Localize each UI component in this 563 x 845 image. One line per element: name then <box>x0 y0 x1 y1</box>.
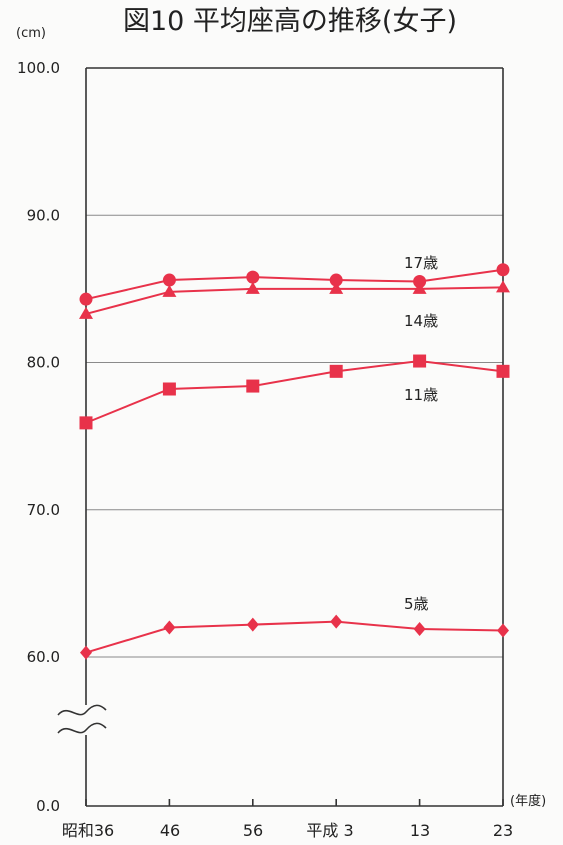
triangle-marker <box>412 281 427 294</box>
square-marker <box>496 364 510 378</box>
y-axis-unit: (cm) <box>16 26 46 41</box>
gridlines <box>86 214 503 658</box>
chart-title: 図10 平均座高の推移(女子) <box>123 6 457 37</box>
y-tick-label: 80.0 <box>27 354 60 372</box>
x-tick-label: 56 <box>243 821 263 840</box>
axis-break-wave-2 <box>57 722 107 734</box>
x-tick-label: 昭和36 <box>62 821 114 840</box>
triangle-marker <box>329 281 344 294</box>
series-label: 17歳 <box>404 254 438 272</box>
square-marker <box>246 379 260 393</box>
series-5歳 <box>80 614 509 660</box>
diamond-marker <box>80 645 92 660</box>
series-11歳 <box>79 354 510 430</box>
series <box>79 263 510 660</box>
series-17歳 <box>79 263 510 306</box>
diamond-marker <box>413 622 426 637</box>
triangle-marker <box>245 281 260 294</box>
axis-break <box>57 704 107 734</box>
square-marker <box>79 416 93 430</box>
circle-marker <box>162 273 176 287</box>
series-label: 11歳 <box>404 386 438 404</box>
axis-break-wave-1 <box>57 704 107 716</box>
x-tick-label: 平成 3 <box>306 821 353 840</box>
y-tick-labels: 0.0 60.0 70.0 80.0 90.0 100.0 <box>17 59 60 815</box>
series-line <box>85 360 504 424</box>
series-labels: 17歳 14歳 11歳 5歳 <box>404 254 438 613</box>
circle-marker <box>246 270 260 284</box>
series-line <box>85 286 504 315</box>
circle-marker <box>496 263 510 277</box>
y-tick-label: 60.0 <box>27 648 60 666</box>
circle-marker <box>413 275 427 289</box>
x-tick-labels: 昭和36 46 56 平成 3 13 23 <box>62 821 513 840</box>
x-axis-unit: (年度) <box>510 793 546 809</box>
series-line <box>85 268 504 301</box>
series-label: 5歳 <box>404 595 429 613</box>
triangle-marker <box>79 306 93 319</box>
square-marker <box>413 354 427 368</box>
triangle-marker <box>496 280 510 293</box>
axis-break-gap <box>82 706 90 734</box>
x-tick-label: 46 <box>160 821 180 840</box>
series-14歳 <box>79 280 510 319</box>
series-line <box>85 620 504 654</box>
diamond-marker <box>246 617 259 632</box>
y-tick-label: 90.0 <box>27 206 60 224</box>
square-marker <box>162 382 176 396</box>
diamond-marker <box>497 623 509 638</box>
x-tick-label: 23 <box>493 821 513 840</box>
y-tick-label: 0.0 <box>36 797 60 815</box>
diamond-marker <box>163 620 176 635</box>
circle-marker <box>79 292 93 306</box>
circle-marker <box>329 273 343 287</box>
triangle-marker <box>162 284 177 297</box>
square-marker <box>329 364 343 378</box>
diamond-marker <box>330 614 343 629</box>
series-label: 14歳 <box>404 312 438 330</box>
y-tick-label: 70.0 <box>27 501 60 519</box>
x-tick-label: 13 <box>410 821 430 840</box>
y-tick-label: 100.0 <box>17 59 60 77</box>
axes <box>85 67 504 807</box>
